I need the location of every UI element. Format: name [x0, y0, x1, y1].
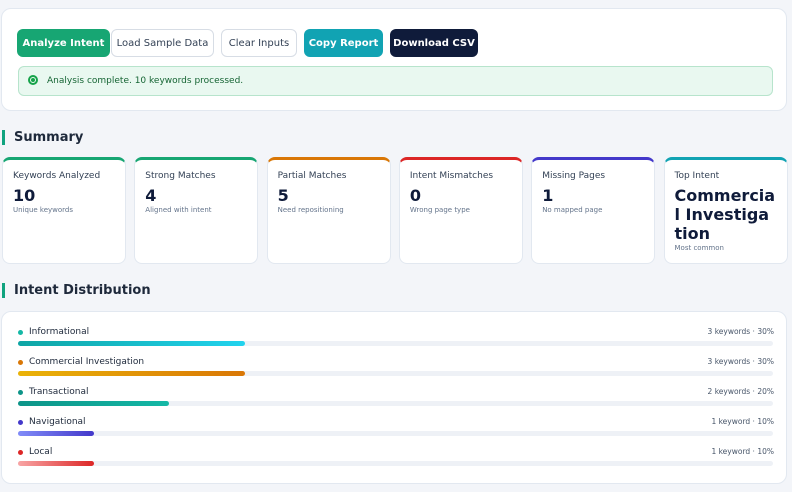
card-note: Unique keywords — [13, 206, 74, 214]
intent-name: Navigational — [29, 417, 86, 427]
intent-name: Informational — [29, 327, 90, 337]
button[interactable]: Analyze Intent — [17, 29, 110, 57]
intent-count: 3 keywords · 30% — [707, 327, 774, 336]
card-value: 10 — [13, 186, 36, 205]
intent-count: 1 keyword · 10% — [711, 417, 774, 426]
legend-dot — [18, 360, 23, 365]
summary-card: Missing Pages 1 No mapped page — [531, 157, 656, 264]
intent-count: 1 keyword · 10% — [711, 447, 774, 456]
card-label: Strong Matches — [145, 171, 216, 181]
button[interactable]: Clear Inputs — [221, 29, 297, 57]
summary-card: Partial Matches 5 Need repositioning — [266, 157, 391, 264]
bar — [18, 431, 94, 436]
intent-name: Transactional — [29, 387, 89, 397]
button[interactable]: Load Sample Data — [111, 29, 214, 57]
card-note: Aligned with intent — [145, 206, 212, 214]
summary-card: Keywords Analyzed 10 Unique keywords — [2, 157, 126, 264]
legend-dot — [18, 420, 23, 425]
status-message: Analysis complete. 10 keywords processed… — [18, 66, 773, 96]
summary-card: Top Intent Commercial Investigation Most c… — [663, 157, 788, 264]
bar-track — [18, 341, 773, 346]
card-label: Partial Matches — [277, 171, 347, 181]
bar-track — [18, 461, 773, 466]
bar — [18, 461, 94, 466]
card-label: Missing Pages — [542, 171, 606, 181]
card-value: 4 — [145, 186, 157, 205]
card-value: Commercial Investigation — [674, 186, 776, 243]
card-note: Need repositioning — [277, 206, 344, 214]
legend-dot — [18, 330, 23, 335]
intent-name: Commercial Investigation — [29, 357, 145, 367]
bar-track — [18, 401, 773, 406]
legend-dot — [18, 390, 23, 395]
legend-dot — [18, 450, 23, 455]
card-label: Intent Mismatches — [409, 171, 494, 181]
card-value: 5 — [277, 186, 289, 205]
card-note: Most common — [674, 244, 724, 252]
card-note: No mapped page — [542, 206, 603, 214]
distribution-card: Informational 3 keywords · 30% Commercial … — [1, 311, 787, 484]
intent-name: Local — [29, 447, 53, 457]
summary-card: Strong Matches 4 Aligned with intent — [134, 157, 259, 264]
card-note: Wrong page type — [409, 206, 470, 214]
bar-track — [18, 431, 773, 436]
button[interactable]: Copy Report — [304, 29, 383, 57]
bar-track — [18, 371, 773, 376]
section-title: Summary — [2, 130, 83, 145]
summary-card: Intent Mismatches 0 Wrong page type — [398, 157, 523, 264]
intent-count: 3 keywords · 30% — [707, 357, 774, 366]
button[interactable]: Download CSV — [390, 29, 478, 57]
card-value: 0 — [409, 186, 422, 205]
section-title: Intent Distribution — [2, 283, 151, 298]
card-label: Top Intent — [674, 171, 720, 181]
card-value: 1 — [542, 186, 554, 205]
toolbar-card: Analyze Intent Load Sample Data Clear Inpu… — [1, 8, 787, 111]
bar — [18, 371, 245, 376]
card-label: Keywords Analyzed — [13, 171, 101, 181]
bar — [18, 401, 169, 406]
intent-count: 2 keywords · 20% — [707, 387, 774, 396]
bar — [18, 341, 245, 346]
